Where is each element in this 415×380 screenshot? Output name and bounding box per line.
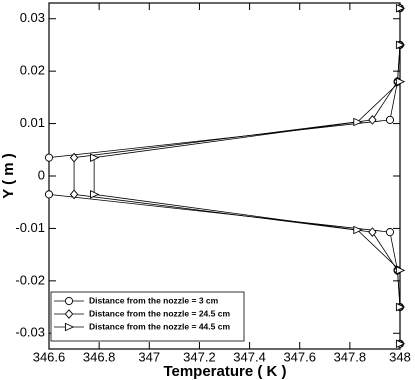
y-tick-label: -0.02 — [15, 272, 45, 287]
x-tick-label: 346.6 — [33, 349, 66, 364]
marker — [69, 152, 79, 163]
series-line — [93, 8, 401, 344]
x-tick-label: 347.6 — [283, 349, 316, 364]
x-tick-label: 348 — [389, 349, 411, 364]
x-tick-label: 347 — [138, 349, 160, 364]
marker — [368, 115, 377, 125]
x-tick-label: 347.2 — [183, 349, 216, 364]
marker — [385, 228, 395, 237]
marker — [395, 266, 406, 275]
legend-box — [50, 291, 245, 342]
series-line — [73, 8, 401, 344]
marker — [395, 40, 406, 50]
legend-label: Distance from the nozzle = 24.5 cm — [89, 308, 230, 318]
marker — [395, 302, 406, 312]
legend-marker — [64, 322, 75, 332]
x-axis-title: Temperature ( K ) — [163, 363, 286, 380]
marker — [368, 227, 377, 237]
legend-label: Distance from the nozzle = 44.5 cm — [89, 321, 230, 331]
marker — [353, 225, 363, 235]
marker — [395, 339, 406, 349]
marker — [353, 117, 363, 127]
x-tick-label: 347.8 — [334, 349, 367, 364]
marker — [44, 153, 54, 162]
marker — [395, 3, 406, 13]
legend-label: Distance from the nozzle = 3 cm — [89, 295, 219, 305]
legend-marker — [64, 296, 74, 306]
x-tick-label: 346.8 — [83, 349, 116, 364]
marker — [385, 115, 395, 124]
marker — [90, 153, 100, 162]
y-tick-label: 0 — [38, 167, 45, 182]
y-tick-label: 0.02 — [20, 63, 45, 78]
y-tick-label: 0.03 — [20, 10, 45, 25]
y-tick-label: -0.01 — [15, 220, 45, 235]
legend-marker — [64, 309, 74, 319]
legend: Distance from the nozzle = 3 cm Distance … — [50, 291, 245, 342]
marker — [395, 77, 406, 86]
y-tick-label: 0.01 — [20, 115, 45, 130]
marker — [44, 190, 54, 199]
y-axis-title: Y ( m ) — [0, 153, 17, 199]
marker — [90, 190, 100, 199]
y-tick-label: -0.03 — [15, 325, 45, 340]
x-tick-label: 347.4 — [233, 349, 266, 364]
marker — [69, 189, 79, 200]
